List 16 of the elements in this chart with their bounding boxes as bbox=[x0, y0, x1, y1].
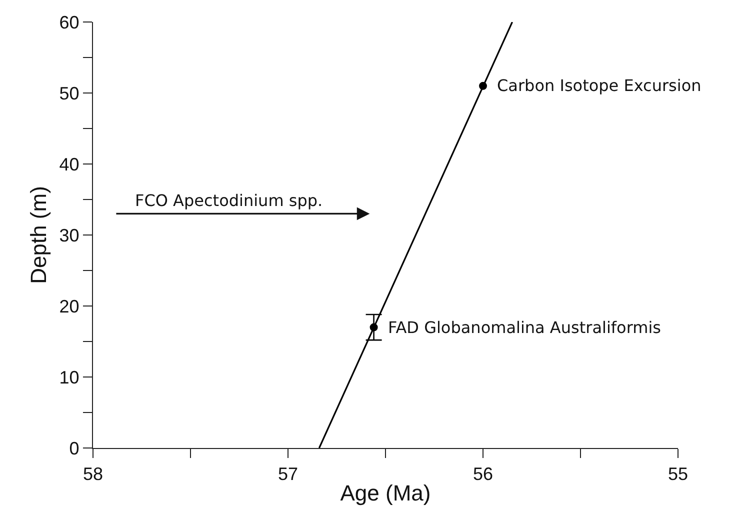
x-axis-title: Age (Ma) bbox=[340, 480, 431, 506]
annotation: FAD Globanomalina Australiformis bbox=[388, 318, 661, 337]
y-tick-label: 0 bbox=[69, 438, 80, 458]
y-axis-title: Depth (m) bbox=[26, 186, 52, 284]
y-tick-label: 30 bbox=[59, 225, 80, 246]
y-tick-label: 40 bbox=[59, 154, 80, 174]
y-tick-label: 10 bbox=[59, 367, 80, 388]
y-tick-label: 50 bbox=[59, 83, 80, 104]
annotation: Carbon Isotope Excursion bbox=[497, 76, 702, 95]
y-tick-label: 20 bbox=[59, 296, 80, 316]
annotation: FCO Apectodinium spp. bbox=[135, 191, 323, 210]
x-tick-label: 58 bbox=[82, 464, 104, 484]
y-tick-label: 60 bbox=[59, 12, 80, 32]
x-tick-label: 57 bbox=[278, 464, 298, 484]
x-tick-label: 55 bbox=[668, 464, 688, 484]
x-tick-label: 56 bbox=[472, 464, 494, 484]
